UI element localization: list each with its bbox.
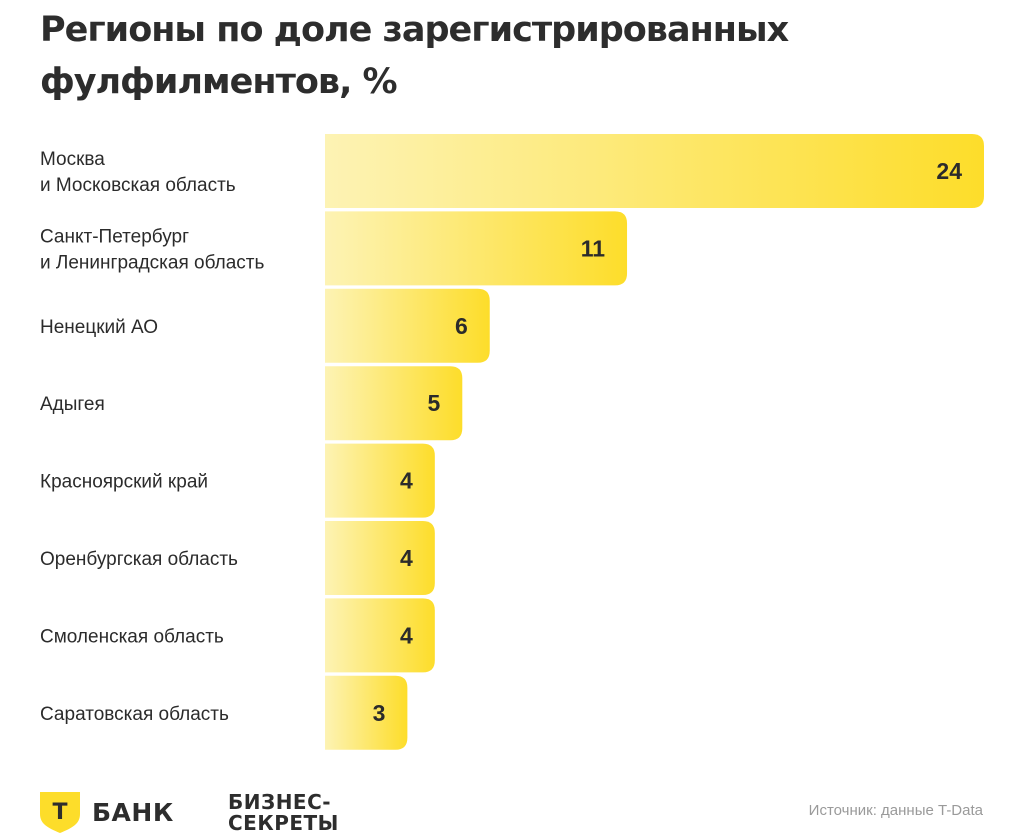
bar [325,675,408,750]
bar-value-label: 24 [936,158,962,184]
bar-value-label: 5 [427,390,440,416]
category-label: Санкт-Петербург и Ленинградская область [40,226,264,273]
bar-value-label: 3 [373,700,386,726]
category-label: Смоленская область [40,626,224,647]
bar [325,211,628,286]
business-secrets-line-1: БИЗНЕС- [228,790,332,814]
title-line-2: фулфилментов, % [40,62,398,102]
bar [325,521,435,595]
t-bank-shield-letter: T [52,800,67,825]
footer: T БАНК БИЗНЕС- СЕКРЕТЫ Источник: данные … [0,780,1024,840]
bar-value-label: 4 [400,468,413,494]
category-label: Ненецкий АО [40,317,158,338]
bar [325,288,490,363]
category-label: Оренбургская область [40,549,238,570]
chart-title: Регионы по доле зарегистрированных фулфи… [40,4,940,108]
category-label-line: Смоленская область [40,626,224,647]
bar [325,443,435,518]
category-label: Адыгея [40,394,105,415]
bar-chart: 24 Москва и Московская область 11 Санкт-Пете… [40,134,984,750]
t-bank-shield-icon: T [40,792,80,833]
category-label: Саратовская область [40,704,229,725]
bar [325,366,463,441]
bar-value-label: 11 [581,235,606,261]
category-label-line: Москва [40,149,105,170]
bar [325,134,984,208]
t-bank-logo: T БАНК [38,790,174,834]
category-label-line: Адыгея [40,394,105,415]
source-note: Источник: данные T-Data [808,802,983,819]
category-label-line: Саратовская область [40,704,229,725]
bar-value-label: 4 [400,622,413,648]
category-label-line: Ненецкий АО [40,317,158,338]
business-secrets-logo: БИЗНЕС- СЕКРЕТЫ [228,792,339,834]
category-label-line: Санкт-Петербург [40,226,189,247]
bar-value-label: 6 [455,313,468,339]
category-label-line: Красноярский край [40,472,208,493]
category-label: Красноярский край [40,472,208,493]
category-label-line: Оренбургская область [40,549,238,570]
category-label: Москва и Московская область [40,149,236,196]
category-label-line: и Ленинградская область [40,252,264,273]
business-secrets-line-2: СЕКРЕТЫ [228,811,339,835]
bar-value-label: 4 [400,545,413,571]
bar [325,598,435,673]
t-bank-wordmark: БАНК [92,797,174,827]
category-label-line: и Московская область [40,175,236,196]
title-line-1: Регионы по доле зарегистрированных [40,10,789,50]
